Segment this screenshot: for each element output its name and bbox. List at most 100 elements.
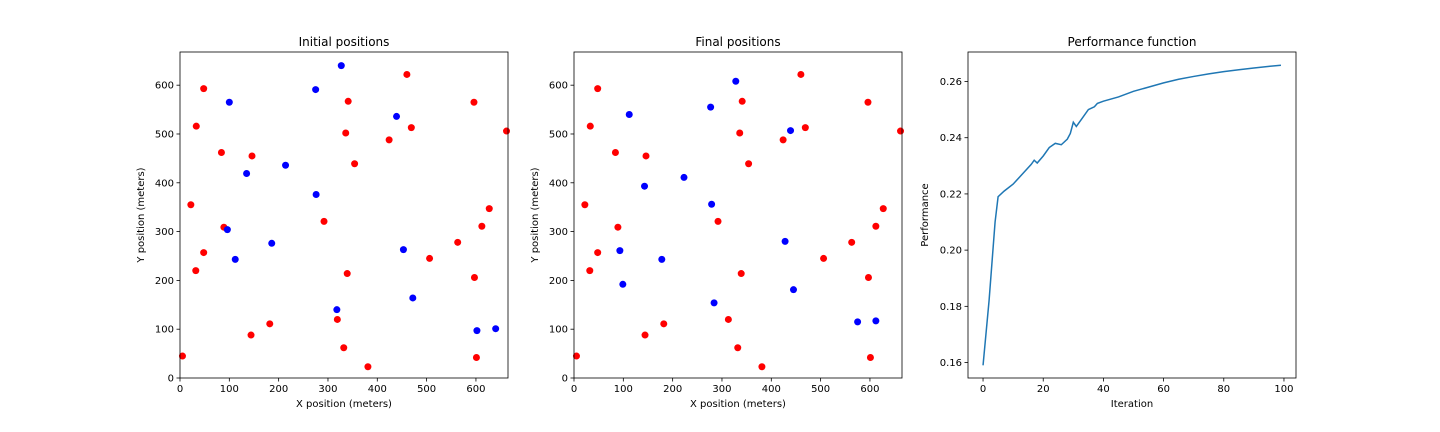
data-point [282,161,290,169]
data-point [781,237,789,245]
final-series-1 [616,77,880,326]
data-point [734,344,742,352]
performance-y-axis-label: Performance [920,183,931,246]
data-point [266,320,274,328]
data-point [403,70,411,78]
data-point [485,205,493,213]
y-tick-label: 0 [562,374,568,385]
data-point [787,127,795,135]
data-point [187,201,195,209]
x-tick-label: 300 [712,384,731,395]
y-tick-label: 0.16 [940,358,962,369]
data-point [616,247,624,255]
data-point [231,255,239,263]
data-point [801,124,809,132]
data-point [660,320,668,328]
data-point [879,205,887,213]
data-point [472,354,480,361]
data-point [594,85,602,93]
data-point [399,246,407,254]
y-tick-label: 300 [549,227,568,238]
data-point [848,238,856,246]
data-point [619,280,627,288]
data-point [745,160,753,168]
data-point [470,273,478,281]
data-point [854,318,862,326]
data-point [594,249,602,257]
x-tick-label: 500 [811,384,830,395]
y-tick-label: 100 [155,325,174,336]
initial-series-0 [178,70,511,371]
data-point [200,85,208,93]
data-point [503,127,511,135]
y-tick-label: 500 [155,129,174,140]
final-panel: 0 100 200 300 400 500 600 0 100 200 300 400 500 600 Fi… [530,35,905,410]
data-point [393,112,401,120]
data-point [343,270,351,278]
initial-panel: 0 100 200 300 400 500 600 0 100 200 300 400 500 600 In… [136,35,511,410]
data-point [820,254,828,262]
y-tick-label: 200 [155,276,174,287]
performance-axes-frame [967,51,1297,379]
data-point [866,354,874,361]
data-point [586,267,594,275]
x-tick-label: 100 [1274,384,1293,395]
data-point [737,270,745,278]
y-tick-label: 400 [155,178,174,189]
data-point [897,127,905,135]
y-tick-label: 300 [155,227,174,238]
x-tick-label: 400 [368,384,387,395]
y-tick-label: 0.18 [940,302,962,313]
data-point [247,331,255,339]
data-point [732,77,740,85]
data-point [680,173,688,181]
data-point [192,122,200,130]
y-tick-label: 0 [168,374,174,385]
data-point [333,306,341,314]
data-point [342,129,350,137]
x-tick-label: 200 [269,384,288,395]
data-point [268,239,276,247]
data-point [225,98,233,106]
data-point [872,222,880,230]
x-tick-label: 100 [220,384,239,395]
data-point [364,363,372,371]
y-tick-label: 100 [549,325,568,336]
data-point [641,182,649,190]
performance-series-line [982,64,1282,366]
data-point [470,98,478,106]
data-point [217,149,225,157]
data-point [454,238,462,246]
final-series-0 [572,70,905,371]
data-point [724,315,732,323]
data-point [625,110,633,118]
data-point [641,331,649,339]
x-tick-label: 400 [762,384,781,395]
data-point [333,315,341,323]
y-tick-label: 500 [549,129,568,140]
data-point [492,325,500,333]
data-point [642,152,650,160]
initial-series-1 [223,62,500,335]
data-point [200,249,208,257]
x-tick-label: 300 [318,384,337,395]
y-tick-label: 600 [155,81,174,92]
y-tick-label: 400 [549,178,568,189]
x-tick-label: 600 [466,384,485,395]
x-tick-label: 80 [1217,384,1230,395]
data-point [248,152,256,160]
data-point [586,122,594,130]
data-point [658,255,666,263]
x-tick-label: 40 [1097,384,1110,395]
performance-panel: 0 20 40 60 80 100 0.16 0.18 0.20 0.22 0.24 0.26 Perf… [920,35,1297,410]
data-point [864,98,872,106]
final-x-axis-label: X position (meters) [690,399,786,410]
data-point [581,201,589,209]
x-tick-label: 0 [177,384,183,395]
y-tick-label: 0.26 [940,77,962,88]
data-point [223,226,231,234]
data-point [178,352,186,360]
data-point [758,363,766,371]
x-tick-label: 60 [1157,384,1170,395]
data-point [872,317,880,325]
